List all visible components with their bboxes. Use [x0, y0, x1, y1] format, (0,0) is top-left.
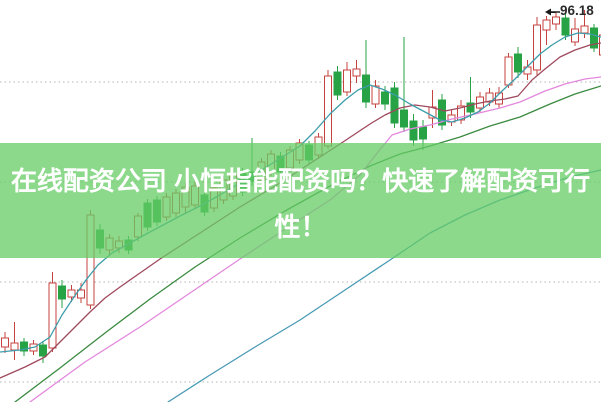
price-arrow-head — [545, 8, 551, 16]
candle-body-down — [400, 109, 408, 128]
ma-line-ma-mid-magenta — [29, 76, 601, 402]
candle-body-up — [10, 342, 19, 351]
candle-body-down — [438, 99, 446, 126]
candle-body-down — [362, 74, 370, 103]
left-arrow-icon: ← — [544, 2, 559, 19]
candle-body-up — [343, 69, 351, 93]
banner-title-line2: 性！ — [274, 212, 327, 242]
candle-body-down — [381, 91, 389, 105]
candle-body-down — [39, 344, 47, 357]
candle-body-up — [485, 92, 494, 103]
price-label: ← 96.18 — [544, 3, 594, 18]
candle-body-up — [457, 105, 465, 121]
candle-body-down — [419, 126, 427, 140]
ma-line-ma-short-teal — [0, 32, 601, 353]
candle-body-down — [561, 17, 570, 36]
candle-body-up — [571, 28, 579, 43]
candle-body-up — [599, 34, 601, 56]
candle-body-up — [504, 56, 513, 86]
candle-body-down — [20, 341, 28, 352]
candle-body-down — [514, 53, 522, 73]
price-label-value: 96.18 — [560, 3, 594, 18]
banner-title-line1: 在线配资公司 小恒指能配资吗？快速了解配资可行 — [10, 166, 591, 196]
candle-body-down — [409, 120, 418, 141]
candle-body-down — [58, 285, 66, 300]
candle-body-up — [1, 337, 9, 348]
candle-body-up — [542, 19, 551, 31]
candle-body-up — [580, 25, 589, 34]
candle-body-up — [371, 85, 380, 105]
candle-body-down — [333, 71, 342, 96]
candle-body-up — [77, 289, 85, 299]
candle-body-down — [590, 27, 598, 49]
candle-body-down — [466, 102, 475, 113]
candle-body-up — [67, 289, 76, 298]
candle-body-up — [324, 75, 332, 147]
candle-body-up — [552, 16, 560, 25]
candle-body-up — [352, 68, 361, 77]
candle-body-down — [390, 87, 399, 124]
title-banner: 在线配资公司 小恒指能配资吗？快速了解配资可行 性！ — [0, 143, 601, 258]
candle-body-up — [48, 282, 57, 349]
candle-body-up — [495, 92, 503, 105]
candle-body-up — [533, 24, 541, 71]
